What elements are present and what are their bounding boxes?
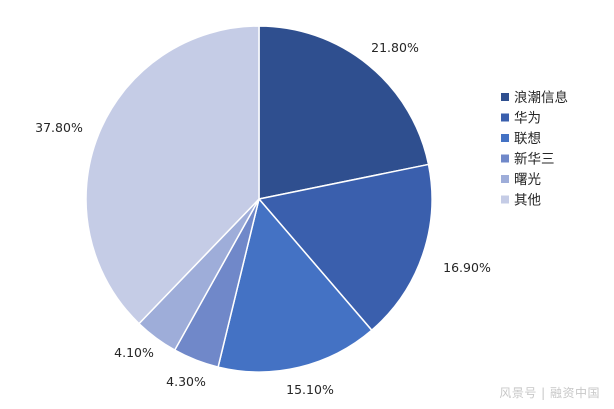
- legend-swatch-6: [501, 195, 509, 204]
- legend-swatch-4: [501, 154, 509, 163]
- data-label-6: 37.80%: [35, 120, 83, 135]
- pie-slice-6: [85, 25, 260, 325]
- legend-swatch-2: [501, 113, 509, 122]
- pie-data-labels: 21.80% 16.90% 15.10% 4.30% 4.10% 37.80%: [35, 40, 491, 397]
- data-label-1: 21.80%: [371, 40, 419, 55]
- data-label-5: 4.10%: [114, 345, 154, 360]
- data-label-3: 15.10%: [286, 382, 334, 397]
- legend-label-2: 华为: [514, 111, 541, 127]
- legend-label-4: 新华三: [514, 152, 555, 168]
- pie-slice-3: [217, 197, 373, 373]
- legend-label-3: 联想: [514, 131, 541, 147]
- data-label-4: 4.30%: [166, 374, 206, 389]
- pie-slices: [85, 25, 433, 373]
- legend-swatch-5: [501, 175, 509, 183]
- legend-swatch-1: [501, 93, 509, 101]
- legend-label-6: 其他: [514, 193, 541, 209]
- watermark: 风景号 | 融资中国: [499, 386, 600, 400]
- legend-label-5: 曙光: [514, 172, 541, 188]
- legend-swatch-3: [501, 134, 509, 142]
- pie-slice-1: [258, 25, 430, 200]
- pie-slice-2: [257, 163, 433, 332]
- data-label-2: 16.90%: [443, 260, 491, 275]
- legend-label-1: 浪潮信息: [514, 89, 568, 106]
